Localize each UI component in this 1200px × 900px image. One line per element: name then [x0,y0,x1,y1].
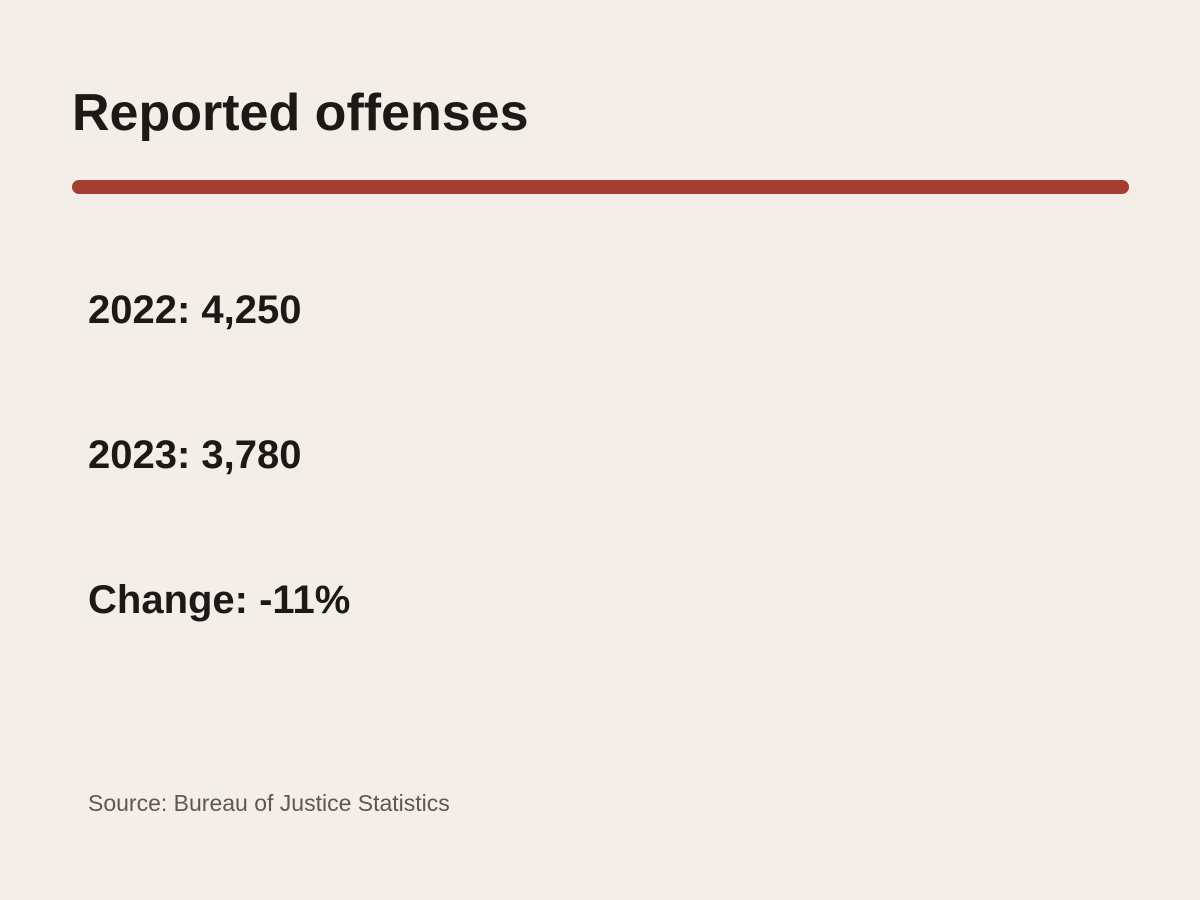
page-title: Reported offenses [72,84,529,142]
accent-divider [72,180,1129,194]
source-note: Source: Bureau of Justice Statistics [88,790,450,816]
stat-2023: 2023: 3,780 [88,433,302,477]
stat-change: Change: -11% [88,578,351,622]
stat-2022: 2022: 4,250 [88,288,302,332]
